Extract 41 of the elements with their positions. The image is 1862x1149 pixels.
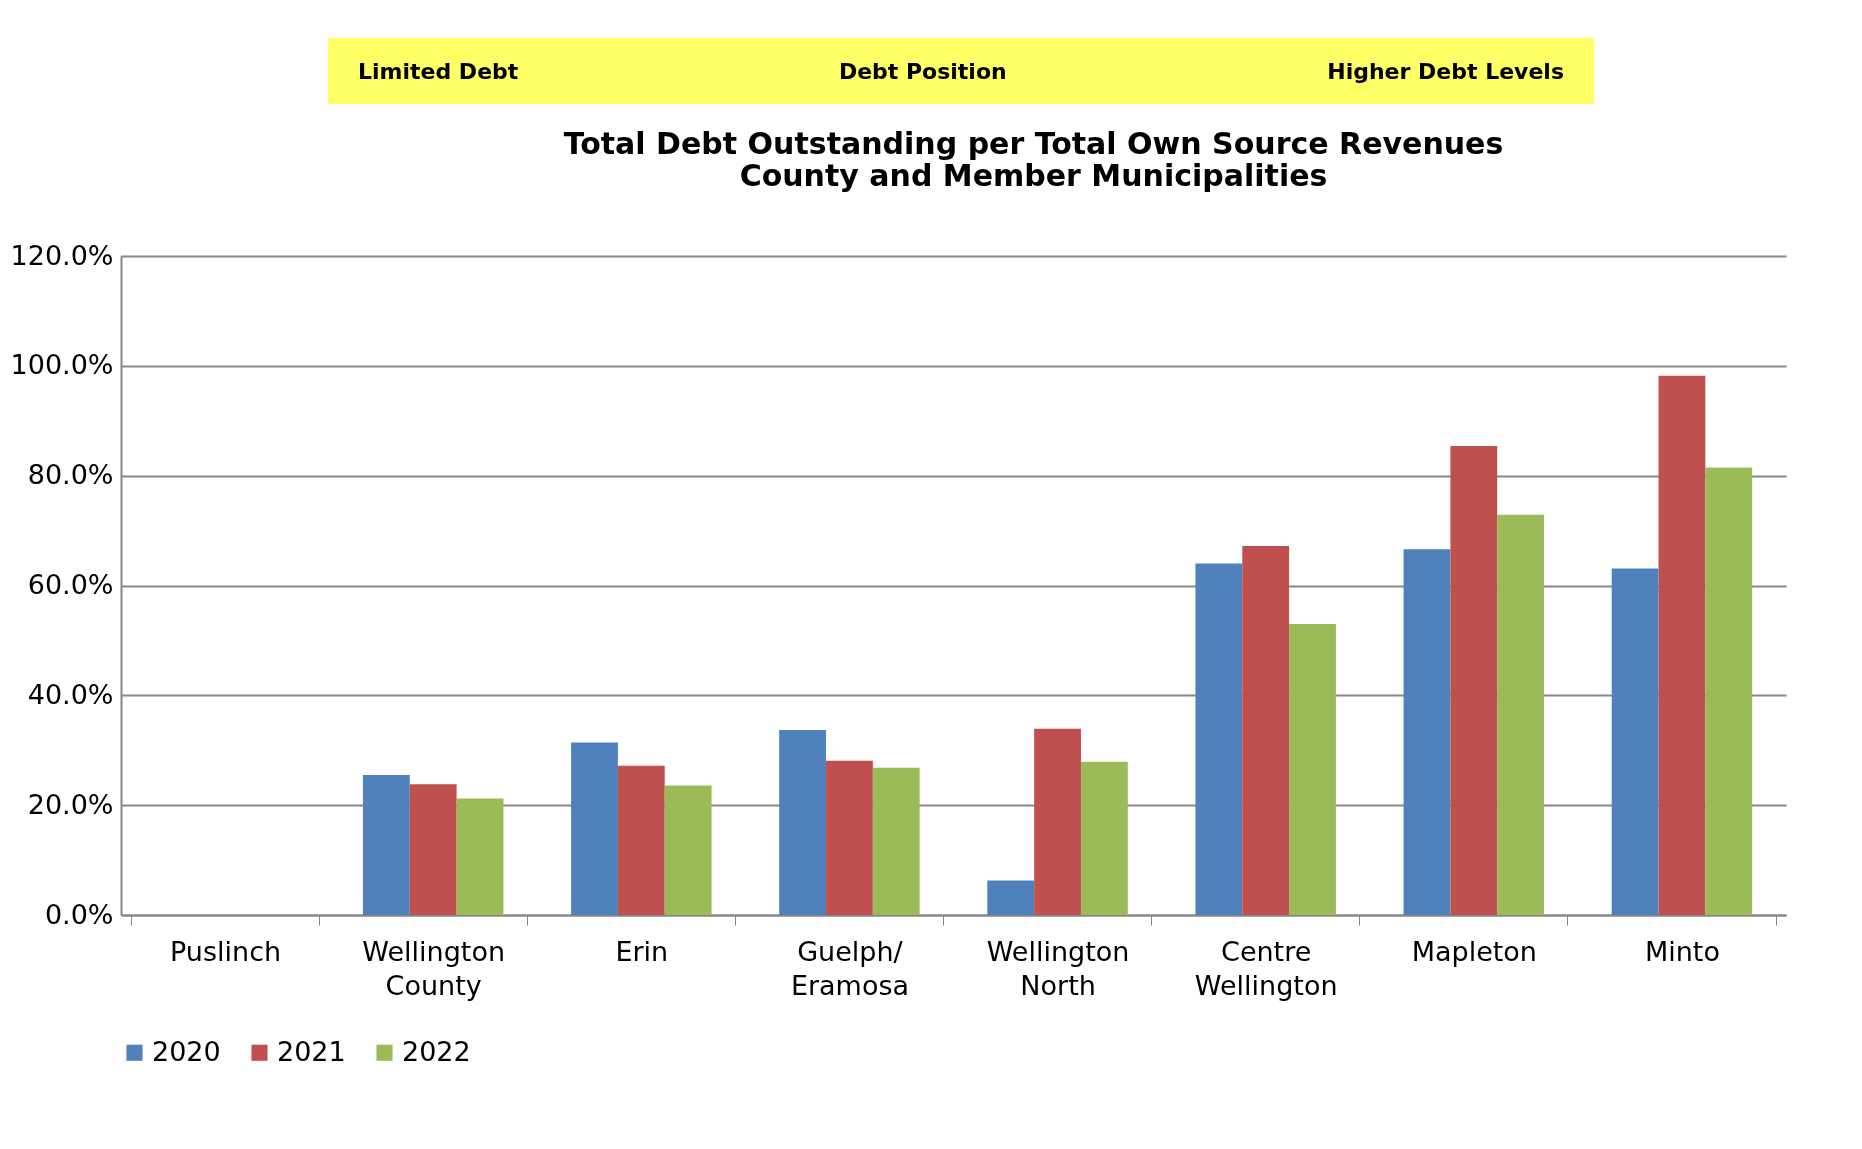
legend-label: 2022 [402,1035,471,1067]
x-tick-label: Guelph/Eramosa [790,935,910,1001]
x-tick-label: Wellington North [986,935,1130,1001]
bar [1242,545,1290,915]
y-tick-label: 20.0% [27,788,114,820]
bar [1034,728,1081,915]
y-tick-label: 100.0% [10,349,114,381]
x-tick-label: Centre Wellington [1194,935,1338,1001]
bar [1080,761,1128,915]
bar [664,785,712,915]
bar [826,760,873,915]
y-tick-label: 80.0% [27,459,114,491]
bar [779,729,827,915]
chart-title: Total Debt Outstanding per Total Own Source Revenues County and Member Municipalities [563,126,1504,193]
bar [872,767,920,915]
legend-label: 2021 [277,1035,346,1067]
bar [1705,467,1753,915]
x-tick-label: Minto [1644,935,1720,967]
banner: Limited Debt Debt Position Higher Debt Levels [328,38,1594,104]
legend-label: 2020 [152,1035,221,1067]
y-tick-label: 40.0% [27,678,114,710]
y-tick-label: 0.0% [44,898,114,930]
bar [456,798,504,915]
x-tick-label: Erin [615,935,669,967]
y-tick-label: 60.0% [27,569,114,600]
bar [987,880,1035,915]
bar [1658,375,1706,915]
bar [1195,563,1243,915]
bar [1450,446,1498,915]
bar [362,774,410,915]
x-tick-label: Puslinch [170,935,282,967]
bar [571,742,618,915]
bar [409,784,457,915]
x-tick-label: Wellington County [362,935,506,1001]
bar [1403,549,1451,915]
y-tick-label: 120.0% [10,239,114,271]
bar [1497,514,1545,915]
bar [617,765,665,915]
x-tick-label: Mapleton [1411,935,1537,967]
bar [1289,623,1336,915]
bar [1611,568,1659,915]
